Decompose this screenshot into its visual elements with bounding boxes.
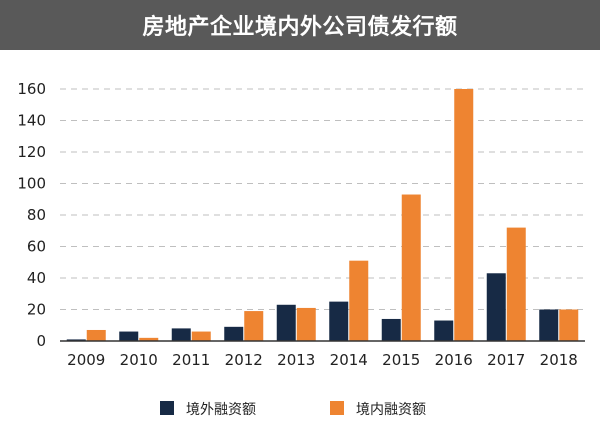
bar-domestic-2016 (454, 89, 474, 341)
x-tick-label: 2017 (487, 351, 525, 369)
legend-swatch-overseas (160, 401, 174, 415)
bar-domestic-2015 (401, 194, 421, 341)
bar-domestic-2009 (86, 329, 106, 341)
y-tick-label: 140 (17, 112, 46, 130)
x-tick-label: 2014 (330, 351, 368, 369)
bar-overseas-2016 (434, 320, 454, 341)
title-bar: 房地产企业境内外公司债发行额 (0, 0, 600, 50)
bars (66, 89, 579, 341)
bar-overseas-2017 (486, 273, 506, 341)
bar-domestic-2011 (191, 331, 211, 341)
bar-domestic-2017 (506, 227, 526, 341)
x-tick-label: 2011 (172, 351, 210, 369)
bar-overseas-2015 (381, 318, 401, 341)
legend-label-overseas: 境外融资额 (186, 402, 256, 418)
chart-title: 房地产企业境内外公司债发行额 (142, 15, 458, 40)
bar-overseas-2010 (119, 331, 139, 341)
y-tick-label: 80 (27, 206, 46, 224)
bar-overseas-2018 (539, 309, 559, 341)
bar-overseas-2012 (224, 326, 244, 341)
y-axis-ticks: 0 20 40 60 80 100 120 140 160 (17, 80, 46, 350)
y-tick-label: 160 (17, 80, 46, 98)
x-axis-ticks: 2009 2010 2011 2012 2013 2014 2015 2016 2017 2018 (67, 351, 578, 369)
y-tick-label: 40 (27, 269, 46, 287)
y-tick-label: 120 (17, 143, 46, 161)
bar-domestic-2010 (139, 337, 159, 341)
bar-overseas-2011 (171, 328, 191, 341)
y-tick-label: 20 (27, 301, 46, 319)
legend-swatch-domestic (330, 401, 344, 415)
legend: 境外融资额 境内融资额 (160, 401, 426, 418)
bar-domestic-2013 (296, 307, 316, 341)
bar-overseas-2013 (276, 304, 296, 341)
x-tick-label: 2013 (277, 351, 315, 369)
x-tick-label: 2016 (435, 351, 473, 369)
bar-domestic-2018 (559, 309, 579, 341)
x-tick-label: 2018 (540, 351, 578, 369)
gridlines (60, 88, 585, 310)
y-tick-label: 100 (17, 175, 46, 193)
legend-label-domestic: 境内融资额 (356, 402, 426, 418)
bar-overseas-2014 (329, 301, 349, 341)
bar-domestic-2012 (244, 311, 264, 341)
x-tick-label: 2012 (225, 351, 263, 369)
x-tick-label: 2009 (67, 351, 105, 369)
bar-overseas-2009 (66, 339, 86, 341)
bar-domestic-2014 (349, 260, 369, 341)
x-tick-label: 2010 (120, 351, 158, 369)
y-tick-label: 60 (27, 238, 46, 256)
y-tick-label: 0 (36, 332, 46, 350)
x-tick-label: 2015 (382, 351, 420, 369)
